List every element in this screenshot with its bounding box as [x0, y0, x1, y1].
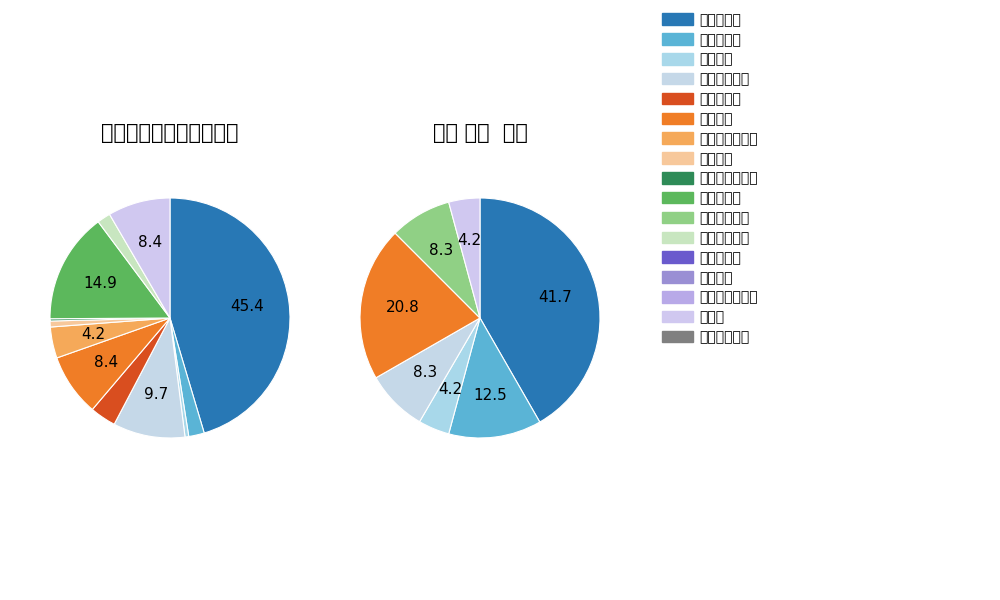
Wedge shape: [480, 198, 600, 422]
Title: 石橋 康太  選手: 石橋 康太 選手: [433, 124, 527, 143]
Text: 8.4: 8.4: [94, 355, 118, 370]
Text: 12.5: 12.5: [473, 388, 507, 403]
Wedge shape: [114, 318, 185, 438]
Wedge shape: [170, 198, 290, 433]
Text: 45.4: 45.4: [230, 299, 264, 314]
Wedge shape: [110, 198, 170, 318]
Text: 8.3: 8.3: [413, 365, 437, 380]
Text: 8.4: 8.4: [138, 235, 162, 250]
Wedge shape: [376, 318, 480, 422]
Text: 4.2: 4.2: [438, 382, 462, 397]
Wedge shape: [50, 318, 170, 321]
Text: 41.7: 41.7: [538, 290, 572, 305]
Wedge shape: [170, 318, 189, 437]
Wedge shape: [50, 318, 170, 358]
Legend: ストレート, ツーシーム, シュート, カットボール, スプリット, フォーク, チェンジアップ, シンカー, 高速スライダー, スライダー, 縦スライダー, : ストレート, ツーシーム, シュート, カットボール, スプリット, フォーク,…: [662, 13, 758, 344]
Text: 4.2: 4.2: [82, 326, 106, 341]
Wedge shape: [449, 318, 540, 438]
Wedge shape: [170, 318, 204, 437]
Wedge shape: [92, 318, 170, 424]
Wedge shape: [98, 214, 170, 318]
Wedge shape: [360, 233, 480, 378]
Text: 9.7: 9.7: [144, 387, 168, 402]
Wedge shape: [50, 222, 170, 319]
Text: 20.8: 20.8: [386, 300, 420, 315]
Title: セ・リーグ全プレイヤー: セ・リーグ全プレイヤー: [101, 124, 239, 143]
Wedge shape: [57, 318, 170, 409]
Wedge shape: [420, 318, 480, 434]
Text: 14.9: 14.9: [83, 276, 117, 291]
Wedge shape: [50, 318, 170, 327]
Wedge shape: [449, 198, 480, 318]
Wedge shape: [395, 202, 480, 318]
Text: 4.2: 4.2: [458, 233, 482, 248]
Text: 8.3: 8.3: [429, 243, 453, 258]
